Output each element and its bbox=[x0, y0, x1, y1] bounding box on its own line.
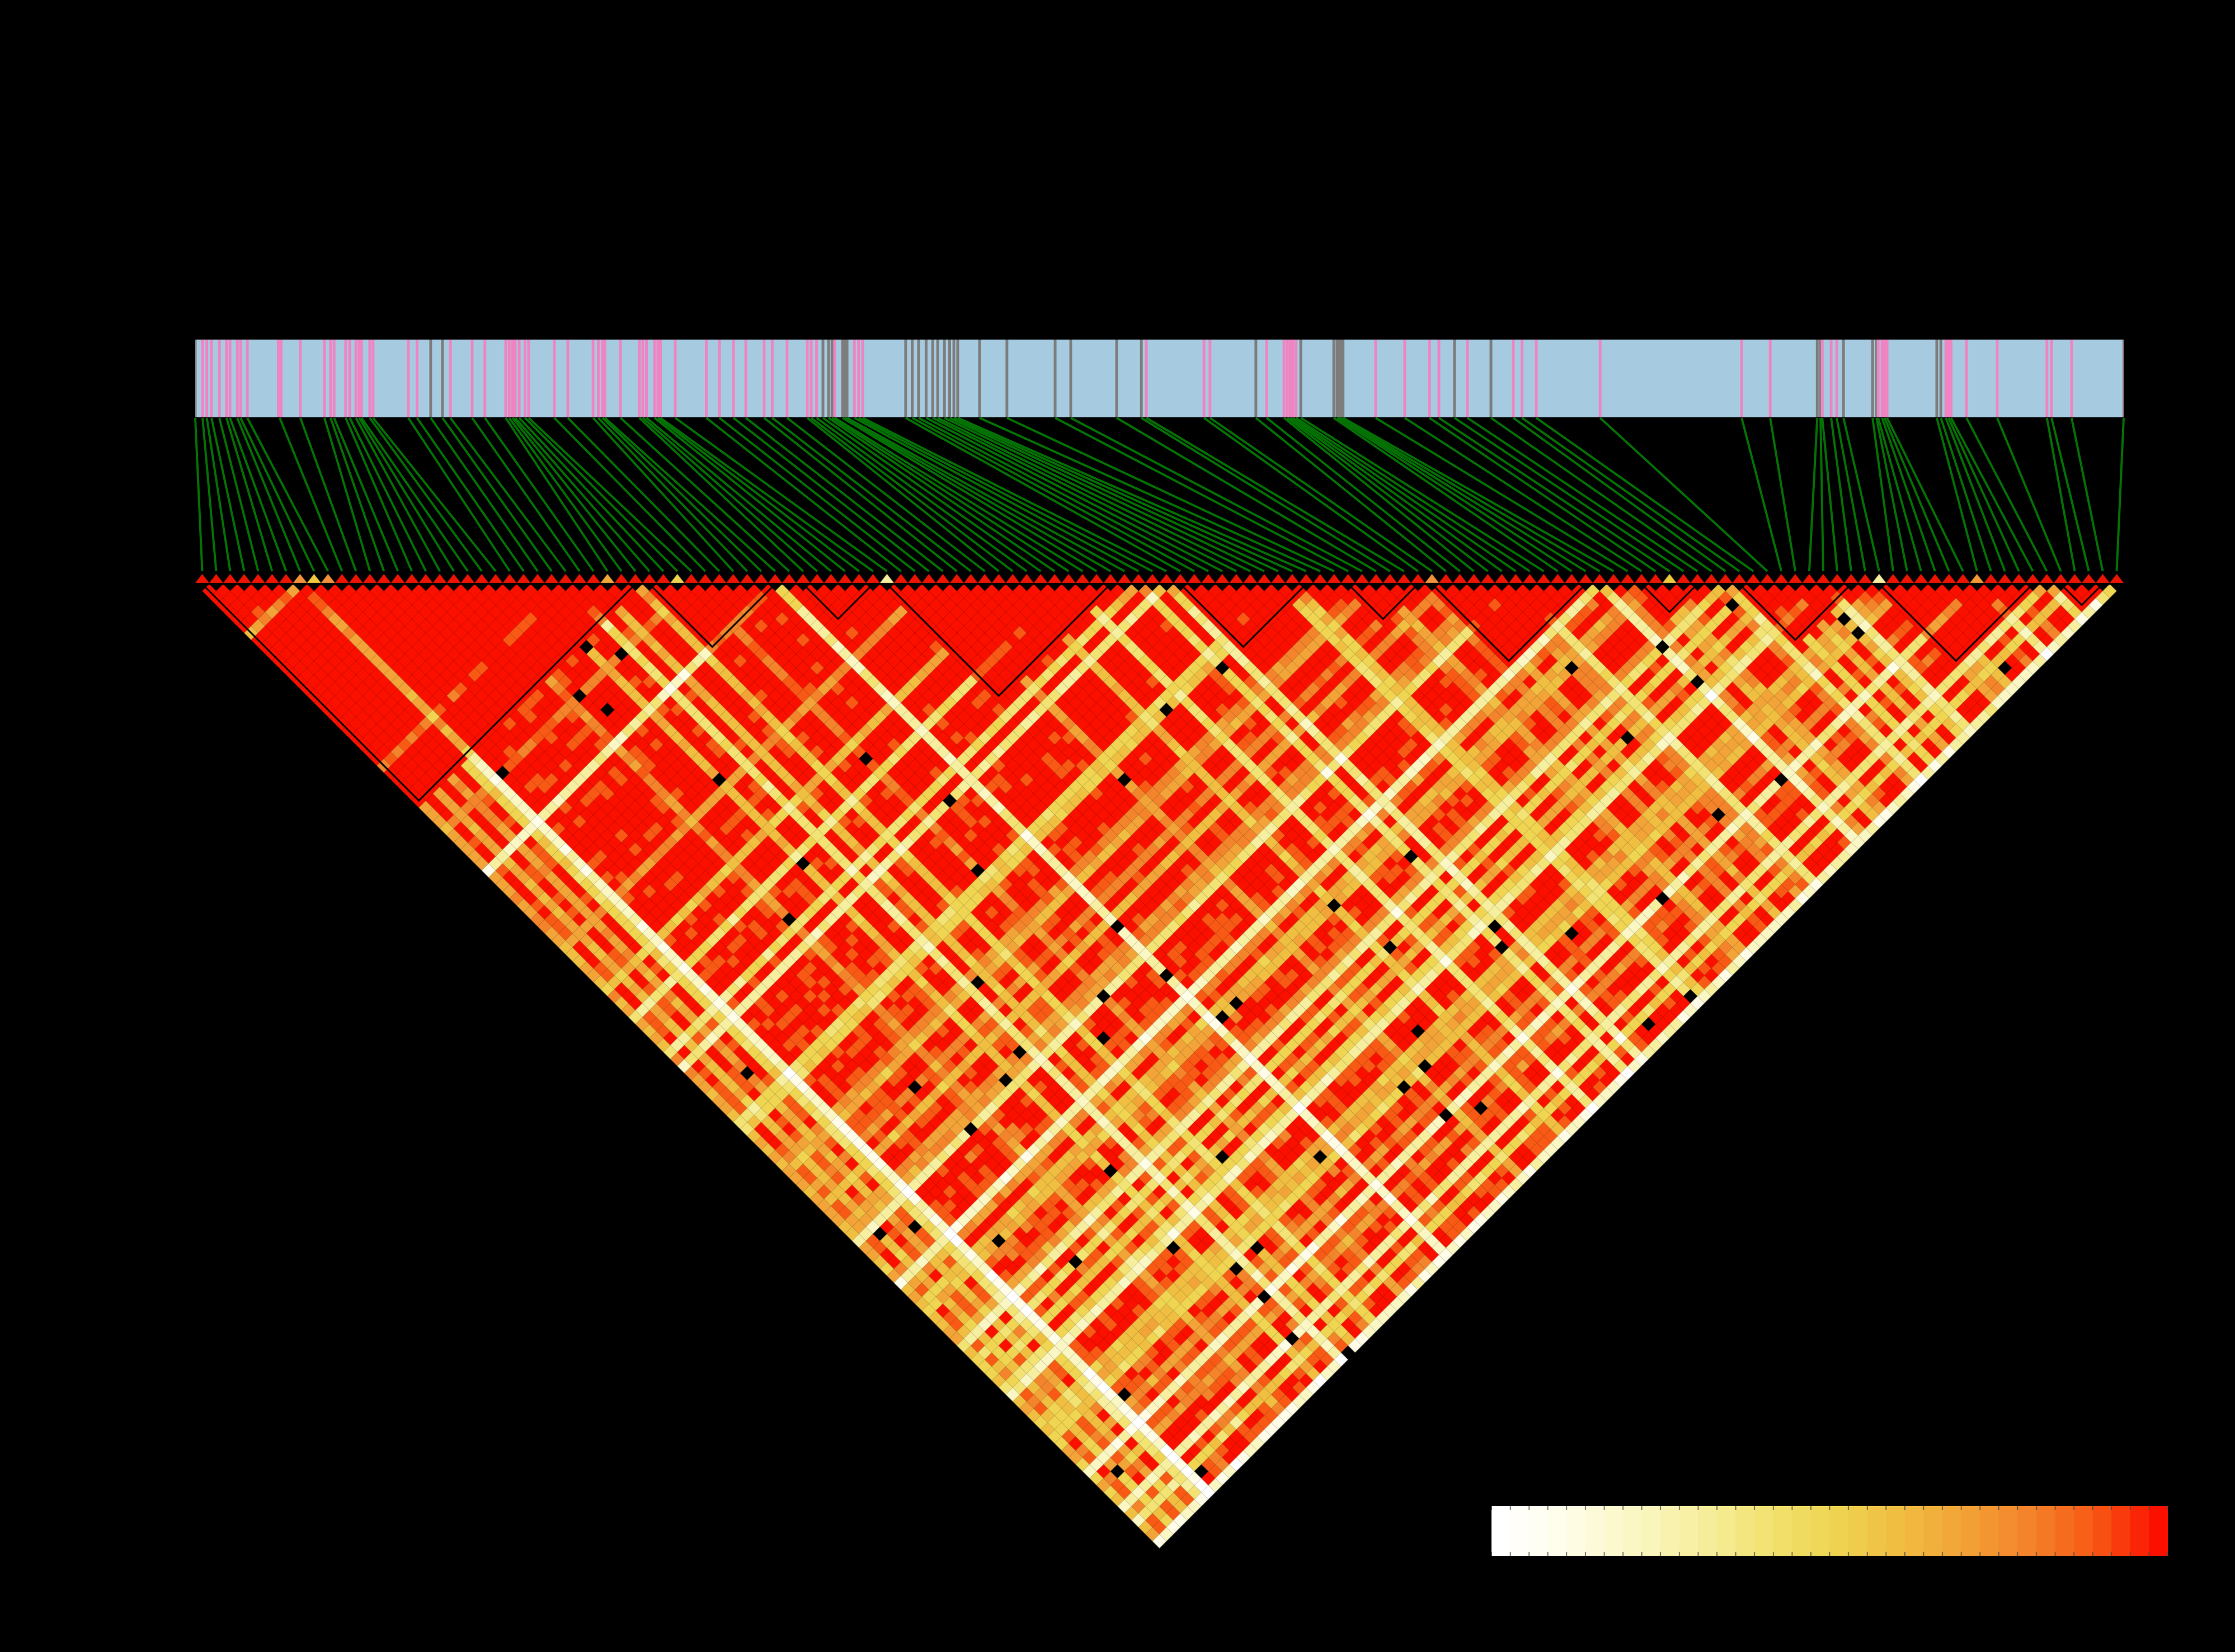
color-scale-gradient bbox=[1491, 1506, 2168, 1556]
color-scale-legend bbox=[1491, 1506, 2168, 1556]
